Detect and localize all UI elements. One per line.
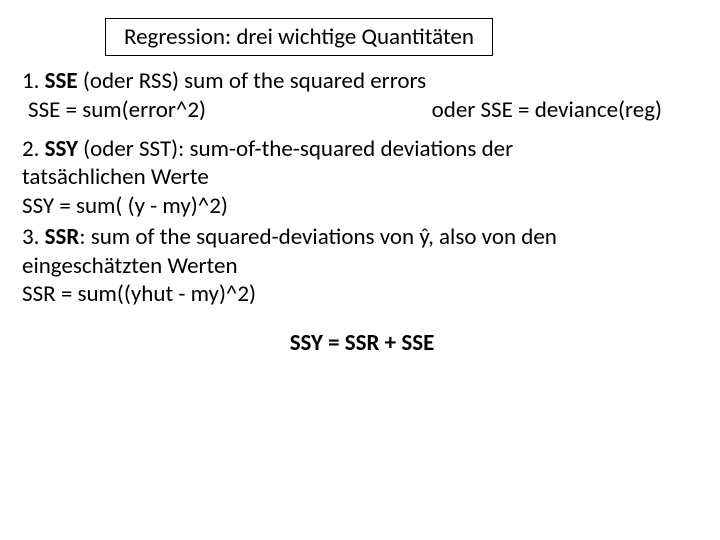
title-box: Regression: drei wichtige Quantitäten <box>105 18 493 56</box>
item1-formula-right: oder SSE = deviance(reg) <box>432 96 662 125</box>
summary-equation: SSY = SSR + SSE <box>22 329 702 357</box>
item2-bold: SSY <box>45 135 78 163</box>
item1-bold: SSE <box>45 67 78 95</box>
item3-prefix: 3. <box>22 223 45 251</box>
item3-line-c: SSR = sum((yhut - my)^2) <box>22 280 702 309</box>
item2-line-a: 2. SSY (oder SST): sum-of-the-squared de… <box>22 135 702 164</box>
item1-prefix: 1. <box>22 67 45 95</box>
item2-prefix: 2. <box>22 135 45 163</box>
item1-formula-left: SSE = sum(error^2) <box>22 96 206 125</box>
item2-line-b: tatsächlichen Werte <box>22 163 702 192</box>
item1-formula-row: SSE = sum(error^2) oder SSE = deviance(r… <box>22 96 662 125</box>
content-area: 1. SSE (oder RSS) sum of the squared err… <box>22 67 702 357</box>
item1-rest: (oder RSS) sum of the squared errors <box>78 67 426 95</box>
item3-line-b: eingeschätzten Werten <box>22 252 702 281</box>
item3-block: 3. SSR: sum of the squared-deviations vo… <box>22 223 702 309</box>
item3-bold: SSR <box>45 223 80 251</box>
item1-line1: 1. SSE (oder RSS) sum of the squared err… <box>22 67 702 96</box>
item3-rest: : sum of the squared-deviations von ŷ, a… <box>79 223 556 251</box>
item2-line-c: SSY = sum( (y - my)^2) <box>22 192 702 221</box>
item2-rest: (oder SST): sum-of-the-squared deviation… <box>78 135 513 163</box>
item3-line-a: 3. SSR: sum of the squared-deviations vo… <box>22 223 702 252</box>
title-text: Regression: drei wichtige Quantitäten <box>124 23 474 51</box>
item2-block: 2. SSY (oder SST): sum-of-the-squared de… <box>22 135 702 221</box>
